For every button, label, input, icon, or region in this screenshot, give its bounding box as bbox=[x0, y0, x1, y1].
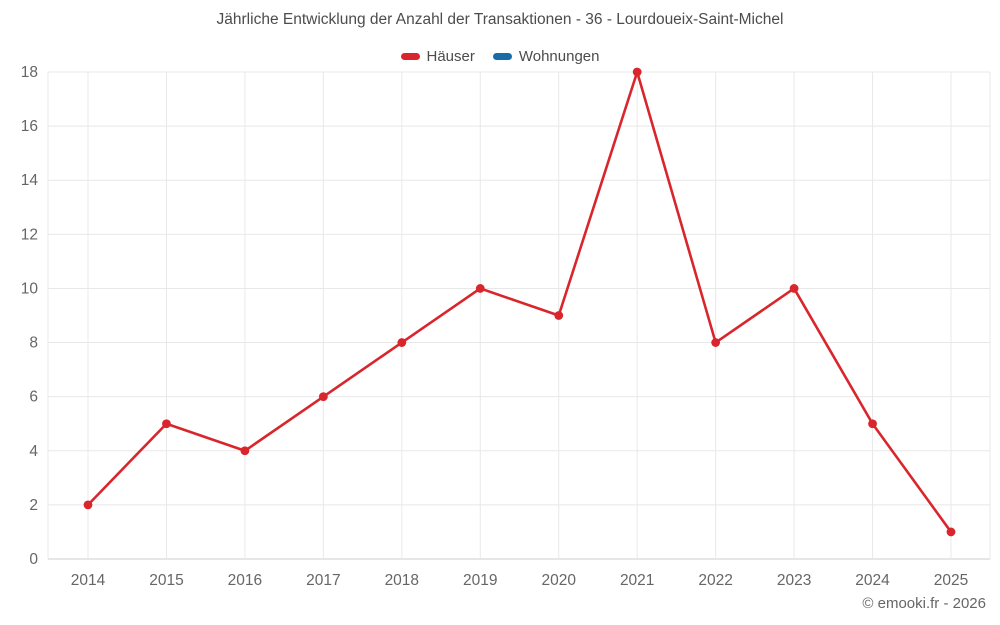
x-tick-label: 2024 bbox=[855, 572, 890, 589]
x-tick-label: 2022 bbox=[698, 572, 732, 589]
x-tick-label: 2015 bbox=[149, 572, 183, 589]
y-tick-label: 18 bbox=[21, 64, 38, 81]
data-point-h-user-2022[interactable] bbox=[711, 338, 721, 347]
data-point-h-user-2020[interactable] bbox=[554, 311, 564, 320]
data-point-h-user-2016[interactable] bbox=[240, 446, 250, 456]
y-tick-label: 10 bbox=[21, 280, 39, 297]
x-tick-label: 2020 bbox=[541, 572, 576, 589]
x-tick-label: 2018 bbox=[385, 572, 419, 589]
y-tick-label: 16 bbox=[21, 118, 38, 135]
series-line-h-user bbox=[86, 70, 953, 534]
y-tick-label: 2 bbox=[29, 497, 38, 514]
data-point-h-user-2024[interactable] bbox=[868, 419, 877, 429]
y-tick-label: 14 bbox=[21, 172, 39, 189]
data-point-h-user-2014[interactable] bbox=[83, 500, 93, 510]
data-point-h-user-2023[interactable] bbox=[789, 284, 799, 293]
y-tick-label: 8 bbox=[29, 335, 38, 352]
y-tick-label: 6 bbox=[29, 389, 38, 406]
data-point-h-user-2015[interactable] bbox=[162, 419, 171, 429]
x-tick-label: 2017 bbox=[306, 572, 340, 589]
legend-item-h-user[interactable]: Häuser bbox=[400, 47, 475, 65]
y-tick-label: 12 bbox=[21, 226, 38, 243]
x-tick-label: 2014 bbox=[71, 572, 106, 589]
y-tick-label: 0 bbox=[29, 551, 38, 568]
legend-label: Wohnungen bbox=[518, 47, 600, 65]
legend-item-wohnungen[interactable]: Wohnungen bbox=[492, 47, 600, 65]
legend-swatch-h-user bbox=[400, 52, 420, 60]
data-point-h-user-2017[interactable] bbox=[318, 392, 328, 402]
data-point-h-user-2019[interactable] bbox=[475, 284, 485, 293]
legend: Häuser Wohnungen bbox=[0, 46, 1000, 66]
data-point-h-user-2025[interactable] bbox=[946, 527, 956, 537]
x-tick-label: 2023 bbox=[777, 572, 811, 589]
legend-label: Häuser bbox=[426, 47, 475, 65]
data-point-h-user-2021[interactable] bbox=[632, 67, 642, 77]
x-tick-label: 2019 bbox=[463, 572, 497, 589]
copyright: © emooki.fr - 2026 bbox=[862, 595, 986, 612]
x-tick-label: 2025 bbox=[934, 572, 968, 589]
y-tick-label: 4 bbox=[29, 443, 38, 460]
legend-swatch-wohnungen bbox=[492, 52, 512, 60]
chart-title: Jährliche Entwicklung der Anzahl der Tra… bbox=[216, 11, 784, 28]
x-tick-label: 2016 bbox=[228, 572, 262, 589]
data-point-h-user-2018[interactable] bbox=[397, 338, 407, 347]
x-tick-label: 2021 bbox=[620, 572, 654, 589]
